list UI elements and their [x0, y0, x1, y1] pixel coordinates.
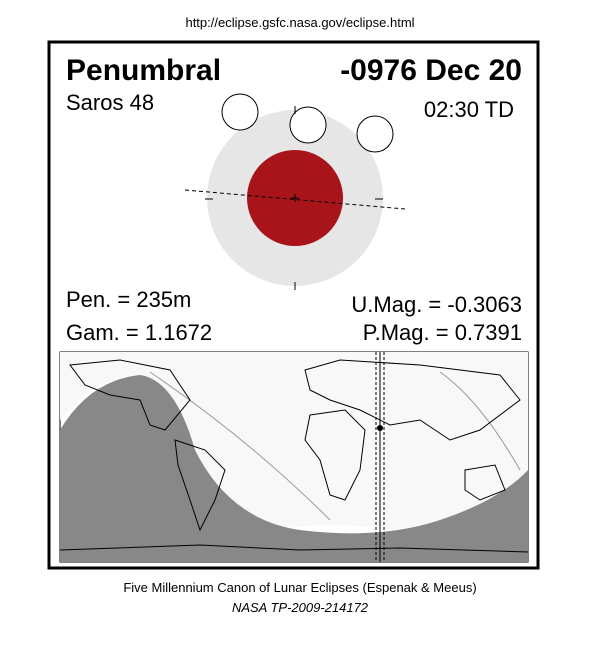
americas-outline	[69, 359, 226, 532]
gamma: Gam. = 1.1672	[66, 320, 212, 345]
canon-credit: Five Millennium Canon of Lunar Eclipses …	[123, 580, 476, 595]
date: -0976 Dec 20	[340, 54, 522, 87]
penumbral-magnitude: P.Mag. = 0.7391	[363, 320, 522, 345]
contact-curve	[149, 371, 521, 521]
night-region	[60, 375, 528, 562]
saros: Saros 48	[66, 90, 154, 115]
moon	[289, 106, 327, 144]
pen-duration: Pen. = 235m	[66, 287, 191, 312]
world-map	[59, 351, 529, 563]
url: http://eclipse.gsfc.nasa.gov/eclipse.htm…	[185, 15, 414, 30]
time: 02:30 TD	[424, 97, 514, 122]
moon	[356, 115, 394, 153]
publication: NASA TP-2009-214172	[232, 600, 369, 615]
frame	[47, 40, 540, 570]
old-world-outline	[304, 359, 521, 501]
umbral-magnitude: U.Mag. = -0.3063	[351, 292, 522, 317]
subsolar-point	[377, 425, 383, 431]
eclipse-type: Penumbral	[66, 54, 221, 87]
moon-path	[184, 189, 406, 210]
penumbral-visible	[60, 352, 528, 533]
moon	[221, 93, 259, 131]
antarctica-outline	[59, 544, 529, 553]
